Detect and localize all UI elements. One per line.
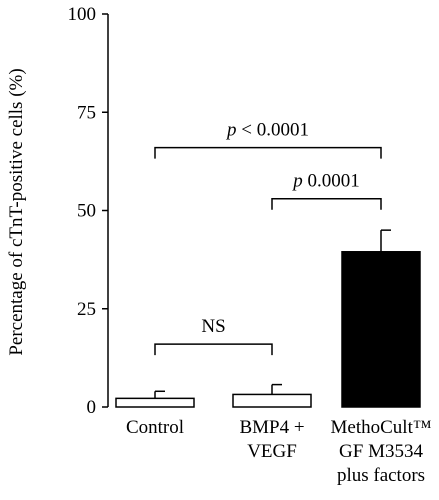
y-tick-label: 0: [87, 397, 97, 418]
category-label: MethoCult™: [331, 417, 432, 438]
significance-value: 0.0001: [303, 171, 360, 192]
category-label: Control: [126, 417, 184, 438]
y-tick-label: 100: [68, 4, 97, 25]
significance-p-symbol: p: [291, 171, 303, 192]
category-label: plus factors: [337, 465, 425, 486]
y-tick-label: 25: [77, 299, 96, 320]
category-label: GF M3534: [339, 441, 423, 462]
significance-label: p 0.0001: [291, 171, 360, 192]
significance-p-symbol: p: [225, 120, 237, 141]
significance-label: NS: [201, 316, 225, 337]
significance-bracket: [271, 197, 382, 210]
significance-bracket: [154, 146, 382, 159]
significance-value: < 0.0001: [237, 120, 309, 141]
significance-label: p < 0.0001: [225, 120, 309, 141]
significance-bracket: [154, 343, 273, 356]
bar: [115, 397, 195, 408]
bar: [232, 393, 312, 408]
category-label: VEGF: [247, 441, 297, 462]
y-axis-label: Percentage of cTnT-positive cells (%): [6, 68, 27, 355]
bar: [341, 251, 421, 408]
y-tick-label: 50: [77, 201, 96, 222]
category-label: BMP4 +: [239, 417, 304, 438]
y-tick-label: 75: [77, 102, 96, 123]
